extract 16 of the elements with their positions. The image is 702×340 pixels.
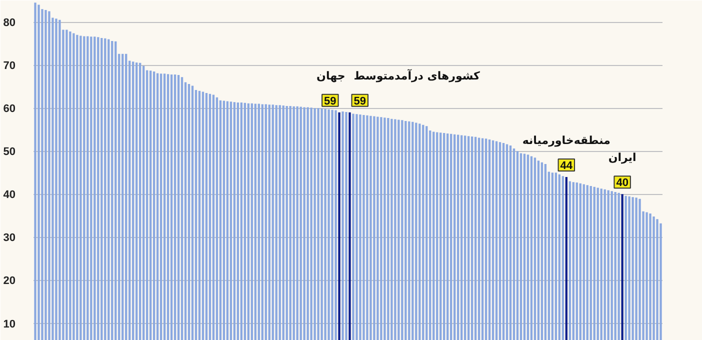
y-tick-label: 30	[3, 232, 16, 244]
annotation: ایران	[608, 151, 636, 164]
y-tick-label: 40	[3, 189, 16, 202]
data-label: 40	[616, 177, 628, 190]
y-tick-label: 20	[3, 275, 16, 288]
y-tick-label: 10	[3, 318, 16, 330]
y-tick-label: 80	[3, 17, 16, 30]
data-label: 44	[560, 160, 574, 172]
y-tick-label: 50	[3, 146, 16, 158]
y-tick-label: 60	[3, 103, 16, 116]
annotation: کشورهای درآمدمتوسط	[354, 68, 481, 82]
data-label: 59	[324, 95, 336, 108]
data-label: 59	[354, 95, 366, 108]
annotation: جهان	[316, 69, 346, 82]
y-tick-label: 70	[3, 60, 16, 72]
annotation: منطقه‌خاورمیانه	[522, 134, 610, 147]
